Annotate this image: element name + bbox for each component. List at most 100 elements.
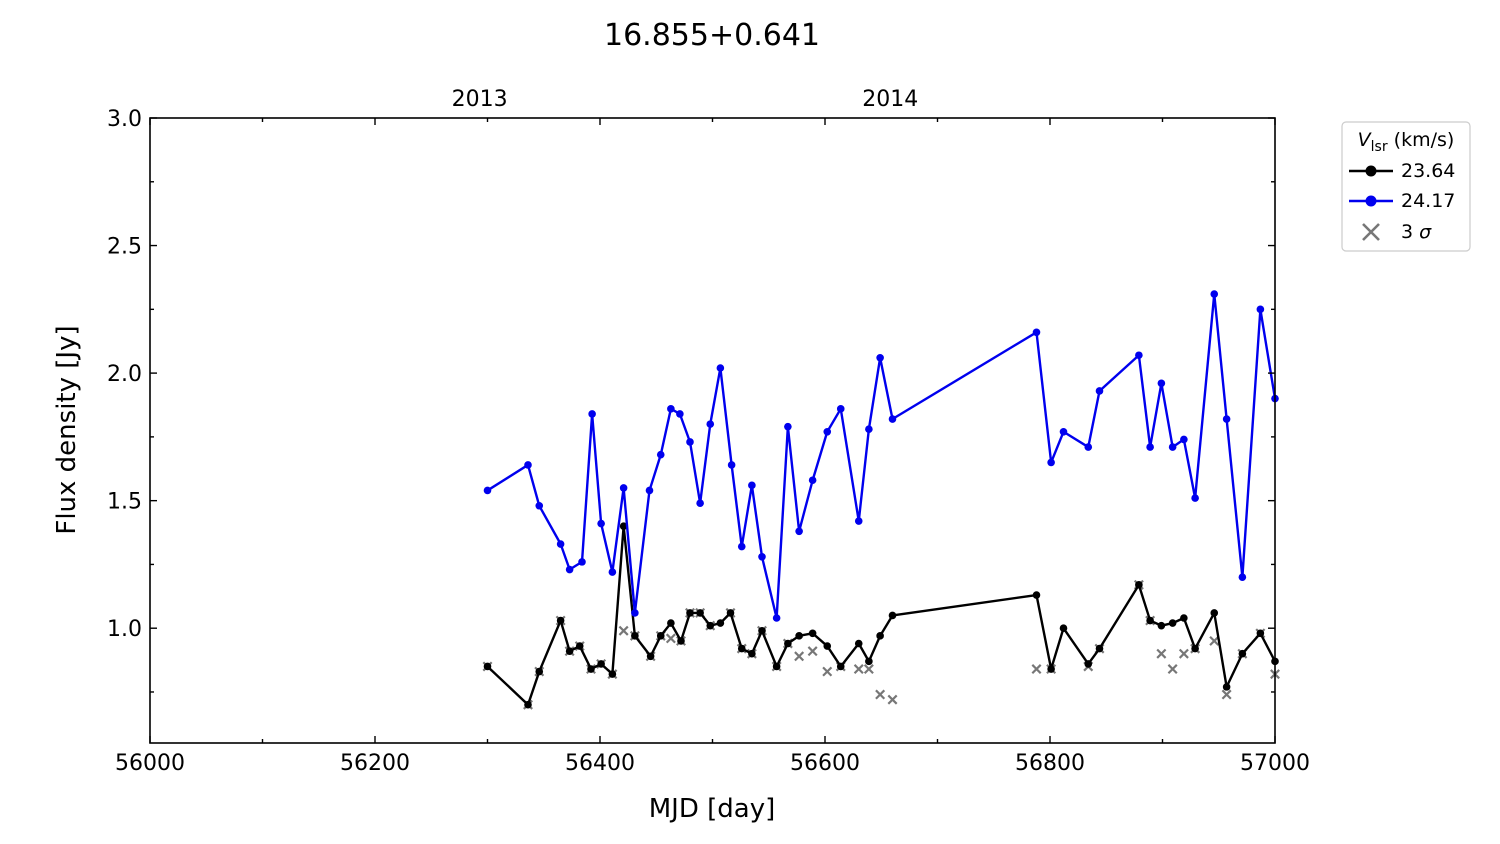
top-tick-label-2014: 2014 bbox=[862, 87, 918, 112]
point-23-64-23 bbox=[772, 662, 781, 671]
point-24-17-9 bbox=[619, 484, 628, 492]
point-23-64-30 bbox=[865, 657, 873, 666]
point-24-17-0 bbox=[483, 486, 492, 495]
sigma-point-26 bbox=[822, 666, 833, 677]
point-24-17-38 bbox=[1135, 351, 1143, 360]
point-24-17-6 bbox=[588, 410, 596, 418]
point-24-17-14 bbox=[676, 410, 684, 418]
legend-title-main: V bbox=[1358, 129, 1373, 151]
point-24-17-20 bbox=[737, 542, 746, 551]
series-line-24-17 bbox=[486, 292, 1277, 620]
point-23-64-12 bbox=[656, 632, 665, 640]
sigma-point-40 bbox=[1178, 648, 1189, 659]
x-axis-label: MJD [day] bbox=[649, 794, 776, 824]
legend-title-rest: (km/s) bbox=[1388, 129, 1455, 151]
point-23-64-14 bbox=[677, 637, 685, 645]
y-tick-label-3.0: 3.0 bbox=[107, 107, 142, 132]
point-23-64-15 bbox=[686, 609, 694, 617]
point-24-17-35 bbox=[1059, 427, 1068, 436]
legend-marker-3-sigma bbox=[1362, 223, 1380, 241]
y-tick-label-2.5: 2.5 bbox=[107, 235, 142, 260]
point-23-64-16 bbox=[696, 609, 704, 617]
point-23-64-47 bbox=[1256, 629, 1265, 638]
point-23-64-6 bbox=[587, 665, 595, 673]
x-tick-label-56400: 56400 bbox=[565, 751, 635, 776]
point-23-64-17 bbox=[706, 621, 715, 630]
point-24-17-19 bbox=[727, 461, 736, 469]
top-tick-label-2013: 2013 bbox=[452, 87, 508, 112]
sigma-point-32 bbox=[1031, 664, 1042, 674]
point-24-17-45 bbox=[1222, 415, 1231, 423]
point-23-64-1 bbox=[524, 700, 532, 709]
point-24-17-30 bbox=[865, 425, 873, 434]
sigma-point-25 bbox=[807, 646, 818, 657]
point-23-64-35 bbox=[1059, 624, 1068, 633]
point-23-64-25 bbox=[795, 632, 803, 640]
point-23-64-46 bbox=[1238, 649, 1247, 658]
point-23-64-24 bbox=[784, 639, 792, 648]
point-23-64-41 bbox=[1168, 619, 1177, 627]
point-24-17-40 bbox=[1157, 379, 1166, 388]
sigma-point-39 bbox=[1167, 664, 1178, 674]
point-23-64-21 bbox=[748, 649, 756, 658]
series-line-23-64 bbox=[486, 524, 1277, 706]
plot-frame bbox=[149, 117, 1276, 744]
point-24-17-11 bbox=[645, 486, 654, 495]
point-23-64-36 bbox=[1084, 660, 1093, 668]
point-23-64-9 bbox=[619, 522, 628, 530]
point-23-64-18 bbox=[716, 619, 725, 627]
point-23-64-40 bbox=[1157, 621, 1166, 630]
sigma-point-13 bbox=[665, 633, 676, 644]
point-23-64-37 bbox=[1095, 644, 1104, 653]
sigma-point-29 bbox=[863, 664, 874, 674]
point-23-64-11 bbox=[646, 652, 655, 661]
point-24-17-16 bbox=[696, 499, 704, 508]
point-23-64-39 bbox=[1146, 616, 1154, 625]
sigma-point-38 bbox=[1156, 648, 1167, 659]
point-24-17-13 bbox=[667, 405, 675, 413]
point-23-64-22 bbox=[758, 626, 766, 635]
point-24-17-1 bbox=[524, 461, 532, 469]
point-24-17-42 bbox=[1180, 435, 1188, 444]
point-23-64-10 bbox=[631, 632, 639, 640]
point-23-64-33 bbox=[1032, 591, 1041, 599]
sigma-point-28 bbox=[853, 664, 864, 674]
point-24-17-4 bbox=[565, 565, 574, 574]
legend-label-3-sigma: 3 σ bbox=[1401, 221, 1432, 243]
point-24-17-25 bbox=[795, 527, 803, 536]
x-tick-label-56800: 56800 bbox=[1015, 751, 1085, 776]
point-24-17-2 bbox=[535, 501, 544, 510]
point-23-64-45 bbox=[1222, 683, 1231, 691]
point-23-64-0 bbox=[483, 662, 492, 671]
sigma-point-31 bbox=[887, 694, 898, 705]
legend-label-23-64: 23.64 bbox=[1401, 160, 1455, 182]
legend: Vlsr (km/s) 23.64 24.17 3 σ bbox=[1341, 121, 1471, 252]
sigma-point-42 bbox=[1209, 635, 1220, 646]
point-24-17-5 bbox=[578, 558, 586, 566]
legend-label-24-17: 24.17 bbox=[1401, 190, 1455, 212]
point-23-64-5 bbox=[575, 642, 584, 650]
point-24-17-23 bbox=[772, 614, 781, 622]
sigma-point-9 bbox=[618, 625, 629, 636]
legend-sigma-number: 3 bbox=[1401, 221, 1413, 243]
legend-box bbox=[1341, 121, 1471, 252]
point-24-17-26 bbox=[808, 476, 817, 485]
point-23-64-28 bbox=[836, 662, 845, 671]
sigma-point-24 bbox=[794, 651, 805, 662]
point-24-17-22 bbox=[758, 552, 766, 561]
point-23-64-26 bbox=[808, 629, 817, 638]
legend-marker-23-64 bbox=[1365, 165, 1377, 177]
point-24-17-10 bbox=[631, 609, 639, 617]
point-23-64-20 bbox=[737, 644, 746, 653]
point-23-64-43 bbox=[1191, 644, 1199, 653]
point-24-17-41 bbox=[1168, 443, 1177, 451]
x-tick-label-57000: 57000 bbox=[1240, 751, 1310, 776]
point-23-64-2 bbox=[535, 667, 544, 676]
point-23-64-27 bbox=[823, 642, 832, 650]
point-23-64-38 bbox=[1135, 581, 1143, 589]
point-24-17-8 bbox=[608, 568, 617, 576]
point-24-17-15 bbox=[686, 438, 694, 446]
point-23-64-42 bbox=[1180, 614, 1188, 622]
point-24-17-34 bbox=[1047, 458, 1055, 467]
